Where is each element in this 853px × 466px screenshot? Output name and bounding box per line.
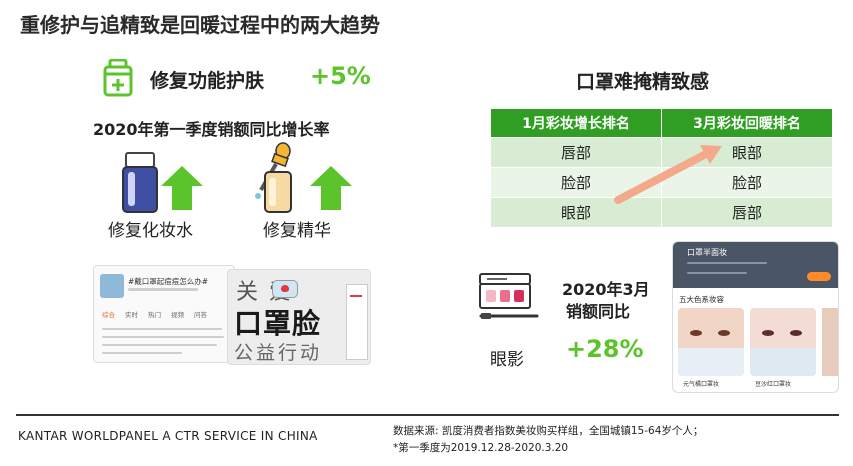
caption-orange: 元气橘口罩妆	[683, 381, 720, 388]
eyeshadow-growth: +28%	[566, 335, 644, 363]
caption-red: 豆沙红口罩妆	[755, 381, 792, 388]
model-photo	[750, 308, 816, 376]
makeup-app-screenshot: 口罩半面妆 五大色系妆容 元气橘口罩妆 豆沙红口罩妆	[672, 241, 839, 393]
product-label-toner: 修复化妆水	[108, 221, 193, 241]
footer-divider	[16, 414, 839, 416]
table-header-mar: 3月彩妆回暖排名	[661, 108, 833, 138]
mask-makeup-heading: 口罩难掩精致感	[576, 71, 710, 93]
up-arrow-icon	[310, 166, 352, 210]
march-subtitle-line2: 销额同比	[566, 302, 631, 321]
q1-growth-subtitle: 2020年第一季度销额同比增长率	[93, 120, 330, 139]
tab-hot: 热门	[148, 311, 161, 319]
table-cell: 脸部	[661, 167, 833, 198]
table-header-jan: 1月彩妆增长排名	[490, 108, 662, 138]
toner-bottle-icon	[120, 152, 160, 214]
data-source-note: 数据来源: 凯度消费者指数美妆购买样组，全国城镇15-64岁个人； *第一季度为…	[393, 423, 703, 457]
post-question: #戴口罩起痘痘怎么办#	[128, 277, 209, 286]
medical-kit-icon	[103, 58, 133, 97]
march-subtitle-line1: 2020年3月	[562, 280, 650, 299]
repair-skincare-growth: +5%	[310, 62, 371, 90]
eyeshadow-palette-icon	[477, 272, 539, 324]
page-title: 重修护与追精致是回暖过程中的两大趋势	[20, 13, 380, 37]
mask-face-poster: 关 爱 口罩脸 公益行动	[227, 269, 371, 365]
follow-button[interactable]	[807, 272, 831, 281]
brand-footer: KANTAR WORLDPANEL A CTR SERVICE IN CHINA	[18, 429, 318, 443]
avatar	[100, 274, 124, 298]
trend-arrow-icon	[612, 140, 724, 206]
tab-video: 视频	[171, 311, 184, 319]
post-tabs: 综合 实时 热门 视频 问答	[102, 309, 207, 319]
product-box-image	[346, 284, 368, 360]
source-line: 数据来源: 凯度消费者指数美妆购买样组，全国城镇15-64岁个人；	[393, 425, 704, 437]
app-section-label: 五大色系妆容	[679, 295, 724, 304]
ranking-table: 1月彩妆增长排名 3月彩妆回暖排名 唇部 眼部 脸部 脸部 眼部 唇部	[490, 108, 833, 228]
table-row: 眼部 唇部	[490, 197, 833, 228]
period-line: *第一季度为2019.12.28-2020.3.20	[393, 442, 569, 454]
poster-bottom-text: 公益行动	[234, 342, 323, 364]
model-photo	[822, 308, 838, 376]
repair-skincare-heading: 修复功能护肤	[150, 70, 265, 92]
tab-all: 综合	[102, 311, 115, 319]
product-label-serum: 修复精华	[263, 221, 331, 241]
social-post-screenshot: #戴口罩起痘痘怎么办# 综合 实时 热门 视频 问答	[93, 265, 235, 363]
app-header: 口罩半面妆	[687, 248, 727, 257]
tab-qa: 问答	[194, 311, 207, 319]
tab-realtime: 实时	[125, 311, 138, 319]
poster-main-text: 口罩脸	[234, 307, 322, 340]
table-cell: 唇部	[661, 197, 833, 228]
eyeshadow-label: 眼影	[490, 350, 524, 370]
up-arrow-icon	[161, 166, 203, 210]
mask-icon	[272, 280, 298, 298]
model-photo	[678, 308, 744, 376]
table-cell: 唇部	[490, 137, 662, 168]
table-cell: 眼部	[490, 197, 662, 228]
dropper-serum-icon	[247, 142, 297, 214]
